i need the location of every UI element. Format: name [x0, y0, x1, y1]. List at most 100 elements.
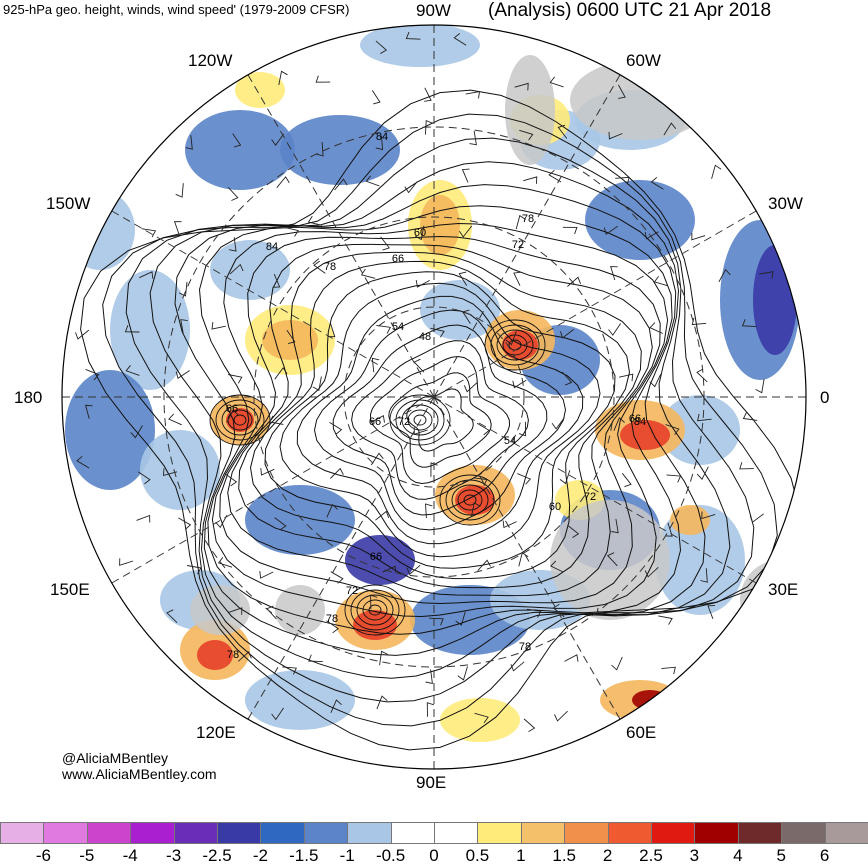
wind-barb: [653, 275, 669, 287]
colorbar-tick-label: 2.5: [639, 846, 663, 865]
wind-barb: [404, 181, 418, 194]
wind-barb: [608, 131, 623, 140]
low-contour: [362, 599, 388, 621]
wind-barb: [658, 615, 673, 625]
wind-barb: [370, 594, 378, 610]
colorbar-tick-label: 0.5: [465, 846, 490, 865]
wind-barb: [308, 654, 323, 663]
lon-label-90e: 90E: [416, 773, 447, 792]
wind-barb: [696, 466, 709, 480]
wind-barb: [313, 260, 326, 274]
wind-barb: [548, 169, 562, 183]
wind-barb: [644, 566, 659, 578]
land-mask: [505, 55, 555, 165]
land-mask: [190, 585, 250, 635]
low-contour: [395, 399, 445, 441]
wind-barb: [326, 620, 339, 634]
contour-label: 78: [324, 261, 336, 273]
colorbar-swatch: [0, 822, 45, 844]
anomaly-blob: [65, 370, 155, 490]
colorbar-tick-label: -6: [35, 846, 51, 865]
wind-barb: [718, 268, 731, 283]
anomaly-blob: [455, 485, 495, 515]
wind-barb: [316, 141, 324, 157]
wind-barb: [330, 467, 344, 479]
wind-barb: [330, 699, 342, 713]
wind-barb: [561, 371, 573, 386]
anomaly-blob: [245, 485, 355, 555]
wind-barb: [691, 232, 706, 241]
wind-barb: [232, 133, 242, 148]
height-contour: [238, 251, 642, 589]
wind-barb: [178, 517, 192, 530]
wind-barb: [755, 378, 765, 394]
colorbar-tick-label: -2: [252, 846, 268, 865]
wind-barb: [414, 225, 425, 241]
wind-barb: [376, 324, 391, 334]
wind-barb: [307, 215, 323, 226]
wind-barb: [559, 329, 574, 339]
wind-barb: [665, 522, 673, 537]
wind-barb: [224, 473, 238, 487]
low-contour: [407, 409, 433, 431]
wind-barb: [596, 607, 611, 616]
lon-label-30e: 30E: [768, 580, 799, 599]
wind-barb: [562, 226, 578, 235]
wind-barb: [259, 571, 274, 579]
height-contour: [313, 309, 567, 531]
land-mask: [275, 585, 325, 635]
contour-label: 60: [549, 501, 561, 513]
wind-barb: [554, 710, 568, 722]
wind-barb: [178, 281, 188, 297]
low-contour: [457, 489, 483, 511]
wind-barb: [742, 412, 758, 421]
wind-barb: [610, 266, 618, 281]
wind-barb: [430, 327, 445, 338]
contour-label: 72: [584, 491, 596, 503]
anomaly-blob: [655, 505, 745, 615]
credit-handle: @AliciaMBentley: [62, 750, 169, 766]
meridian-line: [433, 396, 757, 584]
wind-barb: [474, 712, 489, 724]
lon-label-150w: 150W: [46, 194, 91, 213]
colorbar-swatch: [347, 822, 392, 844]
wind-barb: [613, 417, 625, 431]
height-contour: [211, 222, 669, 618]
wind-barb: [125, 365, 140, 376]
wind-barb: [619, 373, 634, 382]
wind-barb: [700, 568, 708, 583]
wind-barbs: [75, 31, 774, 732]
colorbar-tick-label: -4: [122, 846, 138, 865]
wind-barb: [472, 477, 488, 486]
wind-barb: [458, 271, 468, 286]
contour-label: 60: [414, 227, 426, 239]
wind-barb: [477, 559, 491, 572]
wind-barb: [611, 518, 619, 534]
wind-barb: [286, 329, 296, 345]
wind-barb: [168, 413, 182, 426]
wind-barb: [550, 560, 564, 573]
wind-barb: [567, 524, 580, 538]
credit-website: www.AliciaMBentley.com: [62, 766, 217, 782]
chart-subtitle: 925-hPa geo. height, winds, wind speed' …: [3, 2, 350, 17]
wind-barb: [549, 76, 564, 88]
colorbar-tick-label: -1: [339, 846, 355, 865]
wind-barb: [463, 381, 478, 393]
wind-barb: [173, 221, 182, 236]
colorbar-swatch: [390, 822, 435, 844]
anomaly-blob: [245, 670, 355, 730]
wind-barb: [119, 558, 134, 566]
contour-label: 78: [522, 213, 534, 225]
anomaly-blob: [670, 505, 710, 535]
anomaly-blob: [660, 395, 740, 465]
wind-barb: [180, 319, 188, 334]
colorbar-swatch: [651, 822, 696, 844]
colorbar: [0, 822, 868, 844]
wind-barb: [271, 133, 285, 146]
lon-label-120w: 120W: [188, 51, 233, 70]
wind-barb: [75, 329, 90, 340]
wind-barb: [211, 322, 226, 330]
wind-barb: [425, 503, 433, 519]
low-contour: [490, 324, 540, 366]
wind-barb: [312, 376, 322, 391]
